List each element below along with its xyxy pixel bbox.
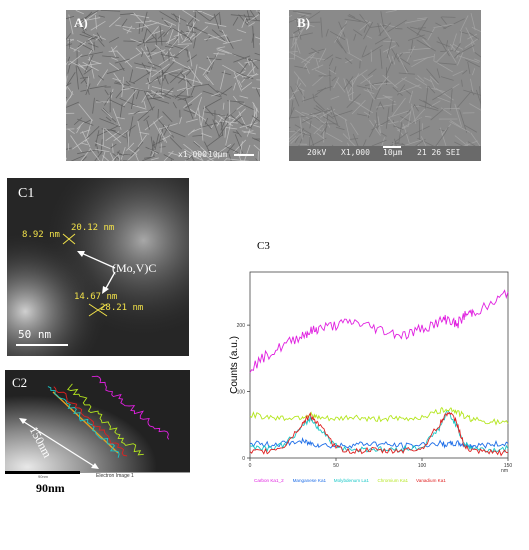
arrow-head-2 [102,286,109,294]
sem-a-scale-text: 10µm [208,150,228,159]
sem-image-a: A) x1,000 10µm [66,10,260,161]
sem-b-voltage: 20kV [307,148,327,157]
y-axis-label: Counts (a.u.) [229,336,240,394]
panel-label-b: B) [297,15,310,30]
legend-entry: Chromium Ka1 [377,478,408,483]
c2-scale-bar [5,471,80,474]
panel-label-a: A) [74,15,88,30]
length-arrow-head-end [91,463,99,469]
measure-28-21: 28.21 nm [100,303,144,313]
x-tick-label: 150 [504,463,513,469]
measure-20-12: 20.12 nm [71,223,115,233]
legend-entry: Carbon Ka1_2 [254,478,284,483]
sem-texture-a [66,10,260,161]
sem-a-magnification: x1,000 [178,150,207,159]
eds-line-profile-chart: C3 0 100 200 0 50 100 150 nm Counts (a.u.) Carbon… [225,230,525,492]
legend-entry: Vanadium Ka1 [416,478,446,483]
x-tick-label: 50 [333,463,339,469]
panel-label-c2: C2 [12,375,28,390]
annotation-arrow-2 [104,271,116,291]
tem-c2-background [5,370,190,472]
sem-texture-b [289,10,481,161]
y-tick-label: 0 [242,456,245,462]
length-arrow [20,419,98,469]
panel-label-c1: C1 [18,186,35,201]
plot-frame [249,271,509,459]
measure-8-92: 8.92 nm [22,230,60,240]
x-axis-label: nm [501,468,508,474]
series-line-carbon-ka1-2 [249,289,509,373]
scan-trace-vanadium [53,386,128,457]
legend-entry: Molybdenum La1 [334,478,370,483]
tem-c1-background [7,178,189,356]
measure-line-4 [88,303,108,317]
y-tick-label: 200 [237,323,246,329]
sem-b-scale-bar [383,146,401,148]
sem-image-b: B) 20kV X1,000 10µm 21 26 SEI [289,10,481,161]
arrow-head-1 [77,251,85,257]
measure-line-2 [62,233,76,245]
measure-14-67: 14.67 nm [74,292,118,302]
c1-scale-text: 50 nm [18,328,52,341]
chart-title: C3 [257,240,270,252]
length-arrow-head-start [19,418,27,424]
carbide-annotation: (Mo,V)C [112,261,157,275]
sem-b-databar [289,146,481,161]
x-tick-label: 100 [418,463,427,469]
scan-trace-carbon [91,375,170,440]
y-tick-label: 100 [237,390,246,396]
legend-entry: Manganese Ka1 [293,478,327,483]
annotation-arrow-1 [78,251,116,269]
series-line-vanadium-ka1 [249,411,509,457]
scan-trace-molybdenum [47,386,120,458]
x-tick-label: 0 [249,463,252,469]
chart-plot: 0 100 200 0 50 100 150nm Counts (a.u.) Carbon Ka… [229,271,513,483]
outer-scale-label: 90nm [36,481,65,495]
series-line-chromium-ka1 [249,406,509,426]
c2-strip-text: Electron Image 1 [96,473,134,479]
scan-trace-chromium [67,383,144,456]
sem-b-magnification: X1,000 [341,148,370,157]
c1-scale-bar [16,344,68,346]
tem-image-c1: C1 8.92 nm 20.12 nm 14.67 nm 28.21 nm (M… [7,178,189,356]
tem-image-c2: C2 150nm [5,370,190,472]
sem-b-info: 21 26 SEI [417,148,461,157]
c2-info-strip [5,472,190,481]
sem-a-scale-bar [234,154,254,156]
sem-b-scale-text: 10µm [383,148,403,157]
c2-strip-small: 90nm [38,474,49,479]
